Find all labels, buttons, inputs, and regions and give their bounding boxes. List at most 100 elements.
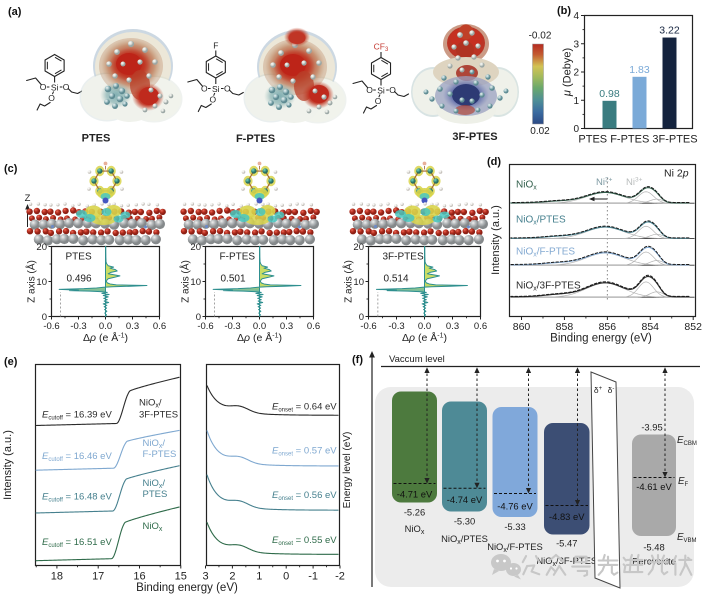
svg-text:-1: -1 [308,571,318,583]
svg-text:ECBM: ECBM [677,435,697,447]
svg-text:20: 20 [353,242,364,253]
svg-text:O: O [48,93,55,103]
svg-text:Si: Si [212,84,220,94]
svg-text:Energy level (eV): Energy level (eV) [342,432,353,509]
svg-text:1: 1 [256,571,262,583]
svg-text:Si: Si [377,86,385,96]
svg-text:10: 10 [190,277,201,288]
svg-text:2: 2 [573,68,579,79]
svg-text:F-PTES: F-PTES [220,252,256,263]
svg-text:852: 852 [684,321,702,333]
svg-text:0: 0 [573,124,579,135]
svg-text:3F-PTES: 3F-PTES [452,131,497,143]
svg-text:PTES: PTES [143,489,168,500]
svg-text:Z axis (Å): Z axis (Å) [179,260,192,303]
svg-text:0.3: 0.3 [446,321,459,332]
svg-text:-5.30: -5.30 [454,516,475,527]
svg-text:3: 3 [202,571,208,583]
svg-text:0: 0 [42,312,47,323]
svg-text:(f): (f) [352,354,363,366]
svg-text:0: 0 [359,312,364,323]
svg-text:PTES F-PTES 3F-PTES: PTES F-PTES 3F-PTES [578,134,697,146]
svg-text:NiOx​: NiOx​ [405,523,425,536]
svg-text:0.6: 0.6 [153,321,166,332]
svg-text:18: 18 [51,571,63,583]
svg-text:NiOx​/F-PTES: NiOx​/F-PTES [516,247,575,259]
svg-text:0.0: 0.0 [418,321,431,332]
svg-text:16: 16 [133,571,145,583]
svg-text:NiOx​: NiOx​ [143,521,163,533]
svg-text:0.98: 0.98 [599,88,620,100]
svg-text:Ecutoff = 16.39 eV: Ecutoff = 16.39 eV [42,410,112,422]
svg-text:Z: Z [25,193,31,204]
svg-text:Ecutoff = 16.48 eV: Ecutoff = 16.48 eV [42,492,112,504]
svg-text:(d): (d) [487,156,501,168]
svg-text:Ni 2p: Ni 2p [664,168,689,180]
svg-text:0: 0 [283,571,289,583]
svg-text:NiOx​: NiOx​ [516,180,537,192]
svg-text:Z axis (Å): Z axis (Å) [25,260,38,303]
svg-text:Eonset = 0.55 eV: Eonset = 0.55 eV [272,535,337,547]
svg-text:-0.3: -0.3 [224,321,240,332]
svg-text:0.0: 0.0 [99,321,112,332]
svg-text:Binding energy (eV): Binding energy (eV) [550,333,652,345]
svg-text:-0.6: -0.6 [360,321,376,332]
svg-text:0.6: 0.6 [307,321,320,332]
svg-text:-4.61 eV: -4.61 eV [636,481,672,492]
svg-text:(e): (e) [4,356,18,368]
svg-text:0.0: 0.0 [253,321,266,332]
svg-text:O: O [63,82,70,92]
svg-text:Z axis (Å): Z axis (Å) [342,260,355,303]
svg-text:Ni2+: Ni2+ [596,177,613,189]
svg-text:Intensity (a.u.): Intensity (a.u.) [2,430,14,500]
svg-text:-4.76 eV: -4.76 eV [497,501,533,512]
svg-text:-4.71 eV: -4.71 eV [397,489,433,500]
svg-text:-4.83 eV: -4.83 eV [549,511,585,522]
svg-text:-5.26: -5.26 [404,507,425,518]
svg-text:O: O [375,96,382,106]
svg-text:Δρ (e Å-1): Δρ (e Å-1) [83,331,128,344]
svg-text:μ (Debye): μ (Debye) [562,48,574,97]
svg-text:-0.6: -0.6 [197,321,213,332]
svg-text:Eonset = 0.57 eV: Eonset = 0.57 eV [272,446,337,458]
svg-text:-5.33: -5.33 [504,521,525,532]
svg-text:Ecutoff = 16.51 eV: Ecutoff = 16.51 eV [42,537,112,549]
svg-text:-0.02: -0.02 [529,31,552,42]
svg-text:3F-PTES: 3F-PTES [139,409,178,420]
svg-text:-3.95: -3.95 [641,422,662,433]
svg-text:Vaccum level: Vaccum level [389,354,445,365]
svg-text:NiOx​/PTES: NiOx​/PTES [441,533,488,546]
svg-text:860: 860 [513,321,531,333]
svg-text:δ-: δ- [608,385,615,395]
svg-text:-2: -2 [335,571,345,583]
svg-text:(a): (a) [8,6,22,18]
svg-text:2: 2 [229,571,235,583]
svg-text:O: O [201,84,208,94]
svg-text:NiOx​/PTES: NiOx​/PTES [516,215,566,227]
svg-text:Eonset = 0.56 eV: Eonset = 0.56 eV [272,490,337,502]
svg-text:20: 20 [190,242,201,253]
svg-text:3.22: 3.22 [659,25,680,37]
svg-text:4: 4 [573,11,579,22]
svg-text:EVBM: EVBM [677,532,697,544]
svg-text:O: O [389,85,396,95]
svg-text:856: 856 [599,321,617,333]
svg-text:NiOx​/F-PTES: NiOx​/F-PTES [487,541,543,554]
svg-text:Intensity (a.u.): Intensity (a.u.) [490,205,502,275]
svg-text:Δρ (e Å-1): Δρ (e Å-1) [402,331,447,344]
svg-text:O: O [366,85,373,95]
svg-text:858: 858 [556,321,574,333]
svg-text:NiOx​/3F-PTES: NiOx​/3F-PTES [516,281,581,293]
svg-text:17: 17 [92,571,104,583]
svg-text:0.02: 0.02 [530,126,550,137]
svg-text:1.83: 1.83 [629,64,650,76]
svg-text:Δρ (e Å-1): Δρ (e Å-1) [237,331,282,344]
svg-text:-5.48: -5.48 [643,542,664,553]
svg-text:(b): (b) [557,5,571,17]
svg-text:δ+: δ+ [594,385,603,395]
svg-text:Ni3+: Ni3+ [626,177,643,189]
svg-text:-0.3: -0.3 [388,321,404,332]
svg-text:NiOx​/: NiOx​/ [139,397,162,409]
svg-text:20: 20 [36,242,47,253]
svg-text:0.496: 0.496 [67,274,92,285]
